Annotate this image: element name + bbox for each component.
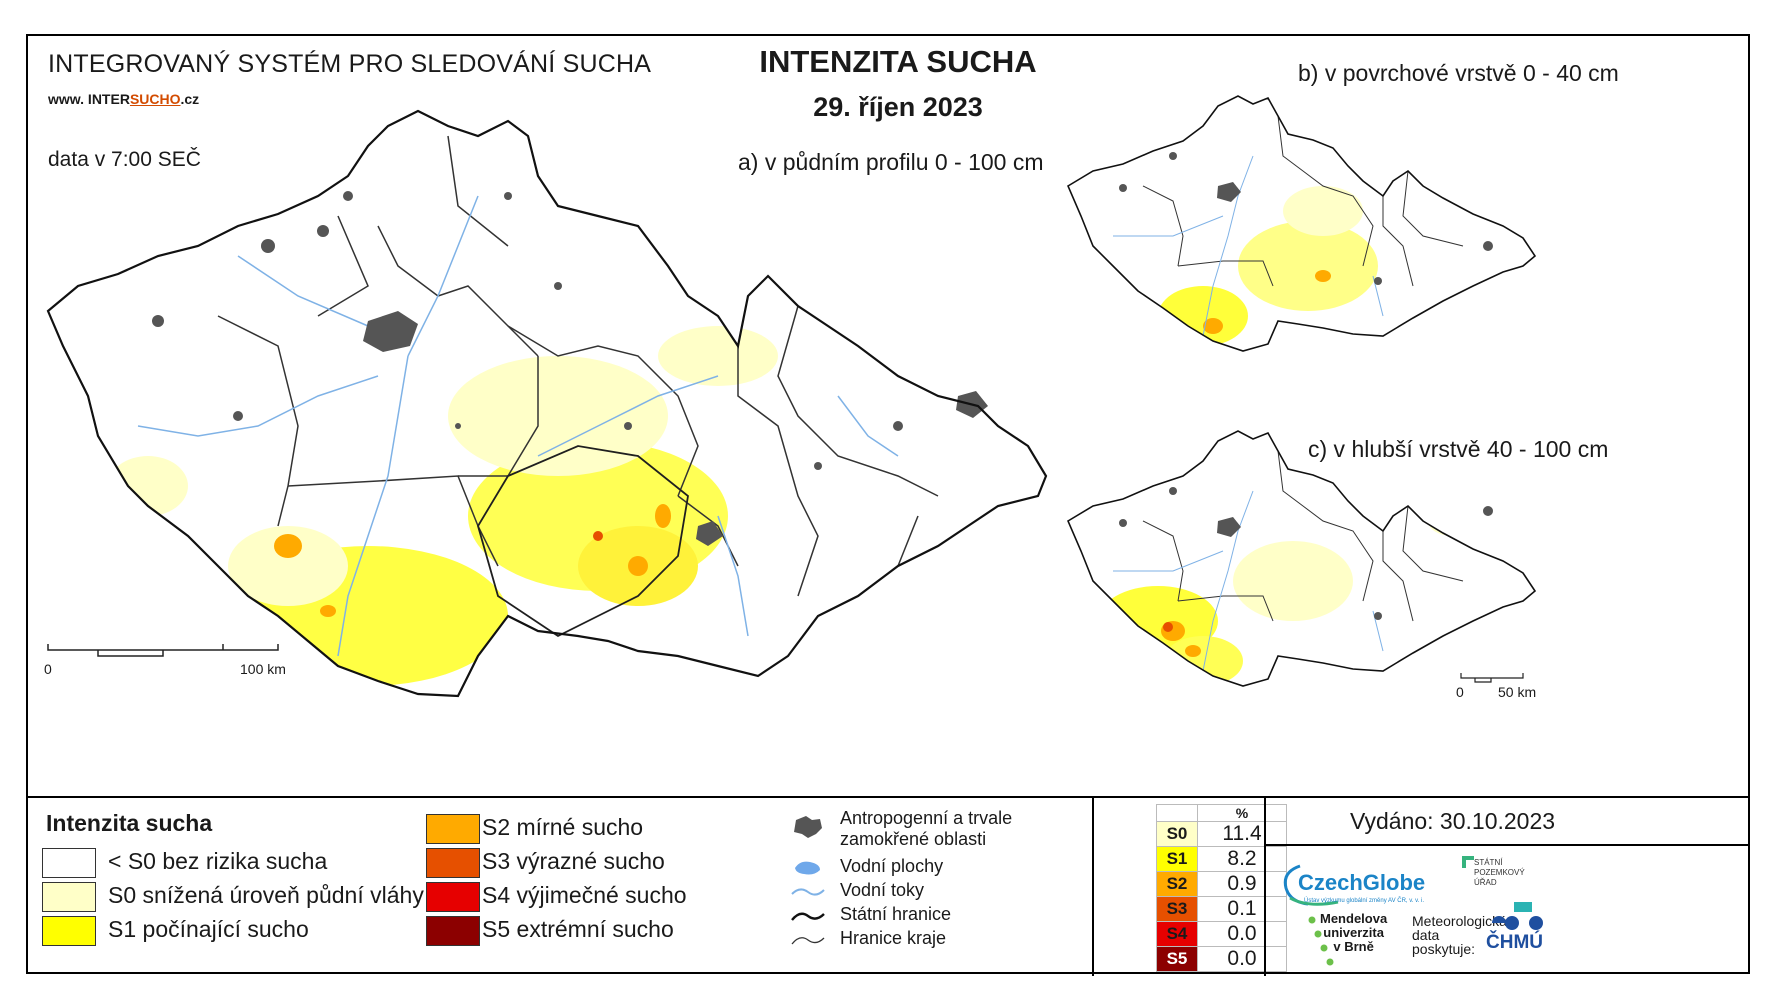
code-s1: S1 [1156, 846, 1198, 872]
map-a-label: a) v půdním profilu 0 - 100 cm [738, 149, 1044, 175]
legend-label-s5: S5 extrémní sucho [482, 916, 674, 942]
scale-a-end: 100 km [240, 661, 286, 677]
spu-line-3: ÚŘAD [1474, 878, 1497, 887]
table-row: S0 11.4 [1156, 821, 1287, 847]
czechglobe-logo-icon [1283, 864, 1339, 906]
legend-panel: Intenzita sucha < S0 bez rizika sucha S0… [28, 796, 1748, 976]
czechglobe-logo[interactable]: CzechGlobe [1298, 870, 1426, 895]
spu-line-1: STÁTNÍ [1474, 858, 1503, 867]
scale-c-start: 0 [1456, 684, 1464, 700]
legend-swatch-s5 [426, 916, 480, 946]
system-title: INTEGROVANÝ SYSTÉM PRO SLEDOVÁNÍ SUCHA [48, 50, 652, 78]
legend-swatch-s2 [426, 814, 480, 844]
mendel-logo[interactable]: Mendelova univerzita v Brně [1320, 912, 1387, 954]
meteo-provider-text: Meteorologická data poskytuje: [1412, 914, 1507, 956]
mendel-line-2: univerzita [1323, 925, 1384, 940]
issued-date: Vydáno: 30.10.2023 [1350, 808, 1556, 834]
table-row: S4 0.0 [1156, 921, 1287, 947]
divider-2 [1264, 798, 1266, 976]
mendel-line-3: v Brně [1333, 939, 1374, 954]
meteo-line-3: poskytuje: [1412, 941, 1476, 957]
river-icon [791, 888, 825, 896]
water-body-icon [795, 861, 820, 875]
divider-1 [1092, 798, 1094, 976]
table-row: S5 0.0 [1156, 946, 1287, 972]
legend-label-below-s0: < S0 bez rizika sucha [108, 848, 328, 874]
legend-symbol-urban: Antropogenní a trvale zamokřené oblasti [840, 808, 1013, 849]
legend-swatch-s0 [42, 882, 96, 912]
value-s2: 0.9 [1197, 871, 1287, 897]
meteo-line-2: data [1412, 927, 1440, 943]
region-border-icon [791, 937, 825, 945]
map-date: 29. říjen 2023 [813, 92, 983, 122]
mendel-dots-icon [1308, 916, 1334, 966]
code-s2: S2 [1156, 871, 1198, 897]
url-prefix: www. INTER [48, 91, 130, 107]
percent-header: % [1197, 804, 1287, 822]
legend-label-s4: S4 výjimečné sucho [482, 882, 687, 908]
legend-symbol-region-border: Hranice kraje [840, 928, 947, 948]
legend-swatch-s1 [42, 916, 96, 946]
url-suffix: .cz [180, 91, 200, 107]
state-border-icon [791, 912, 825, 921]
legend-label-s0: S0 snížená úroveň půdní vláhy [108, 882, 424, 908]
legend-symbol-water: Vodní plochy [840, 856, 944, 876]
table-row: S3 0.1 [1156, 896, 1287, 922]
map-a [46, 109, 1048, 698]
value-s3: 0.1 [1197, 896, 1287, 922]
scale-bar-a [47, 644, 279, 657]
czechglobe-subtitle: Ústav výzkumu globální změny AV ČR, v. v… [1304, 898, 1425, 904]
map-frame: INTEGROVANÝ SYSTÉM PRO SLEDOVÁNÍ SUCHA w… [26, 34, 1750, 976]
spu-line-2: POZEMKOVÝ [1474, 868, 1525, 877]
main-title: INTENZITA SUCHA [759, 44, 1037, 79]
map-b [1066, 95, 1537, 352]
code-s3: S3 [1156, 896, 1198, 922]
code-s0: S0 [1156, 821, 1198, 847]
value-s1: 8.2 [1197, 846, 1287, 872]
legend-swatch-s3 [426, 848, 480, 878]
legend-title: Intenzita sucha [46, 810, 213, 836]
url-highlight: SUCHO [129, 91, 181, 107]
legend-label-s1: S1 počínající sucho [108, 916, 309, 942]
meteo-line-1: Meteorologická [1412, 913, 1507, 929]
percent-table: % S0 11.4 S1 8.2 S2 0.9 S3 0.1 S4 0.0 S5 0.0 [1156, 804, 1287, 972]
chmu-logo[interactable]: ČHMÚ [1486, 932, 1543, 953]
mendel-line-1: Mendelova [1320, 911, 1388, 926]
spu-logo[interactable]: STÁTNÍ POZEMKOVÝ ÚŘAD [1474, 858, 1525, 888]
legend-label-s3: S3 výrazné sucho [482, 848, 665, 874]
logos: CzechGlobe Ústav výzkumu globální změny … [1264, 844, 1748, 978]
value-s5: 0.0 [1197, 946, 1287, 972]
legend-label-s2: S2 mírné sucho [482, 814, 644, 840]
legend-symbol-state-border: Státní hranice [840, 904, 952, 924]
map-b-label: b) v povrchové vrstvě 0 - 40 cm [1298, 60, 1619, 86]
legend-swatch-below-s0 [42, 848, 96, 878]
website-url[interactable]: www. INTERSUCHO.cz [48, 91, 199, 107]
chmu-logo-icon [1492, 916, 1543, 930]
map-c-label: c) v hlubší vrstvě 40 - 100 cm [1308, 436, 1609, 462]
map-c [1066, 430, 1537, 687]
scale-bar-c [1460, 673, 1524, 683]
code-s5: S5 [1156, 946, 1198, 972]
scale-c-end: 50 km [1498, 684, 1537, 700]
scale-a-start: 0 [44, 661, 52, 677]
urban-area-icon [794, 816, 822, 838]
code-s4: S4 [1156, 921, 1198, 947]
table-row: S2 0.9 [1156, 871, 1287, 897]
data-time: data v 7:00 SEČ [48, 148, 201, 171]
value-s0: 11.4 [1197, 821, 1287, 847]
spu-logo-icon [1462, 856, 1532, 912]
legend-symbol-river: Vodní toky [840, 880, 925, 900]
table-row: S1 8.2 [1156, 846, 1287, 872]
legend-swatch-s4 [426, 882, 480, 912]
